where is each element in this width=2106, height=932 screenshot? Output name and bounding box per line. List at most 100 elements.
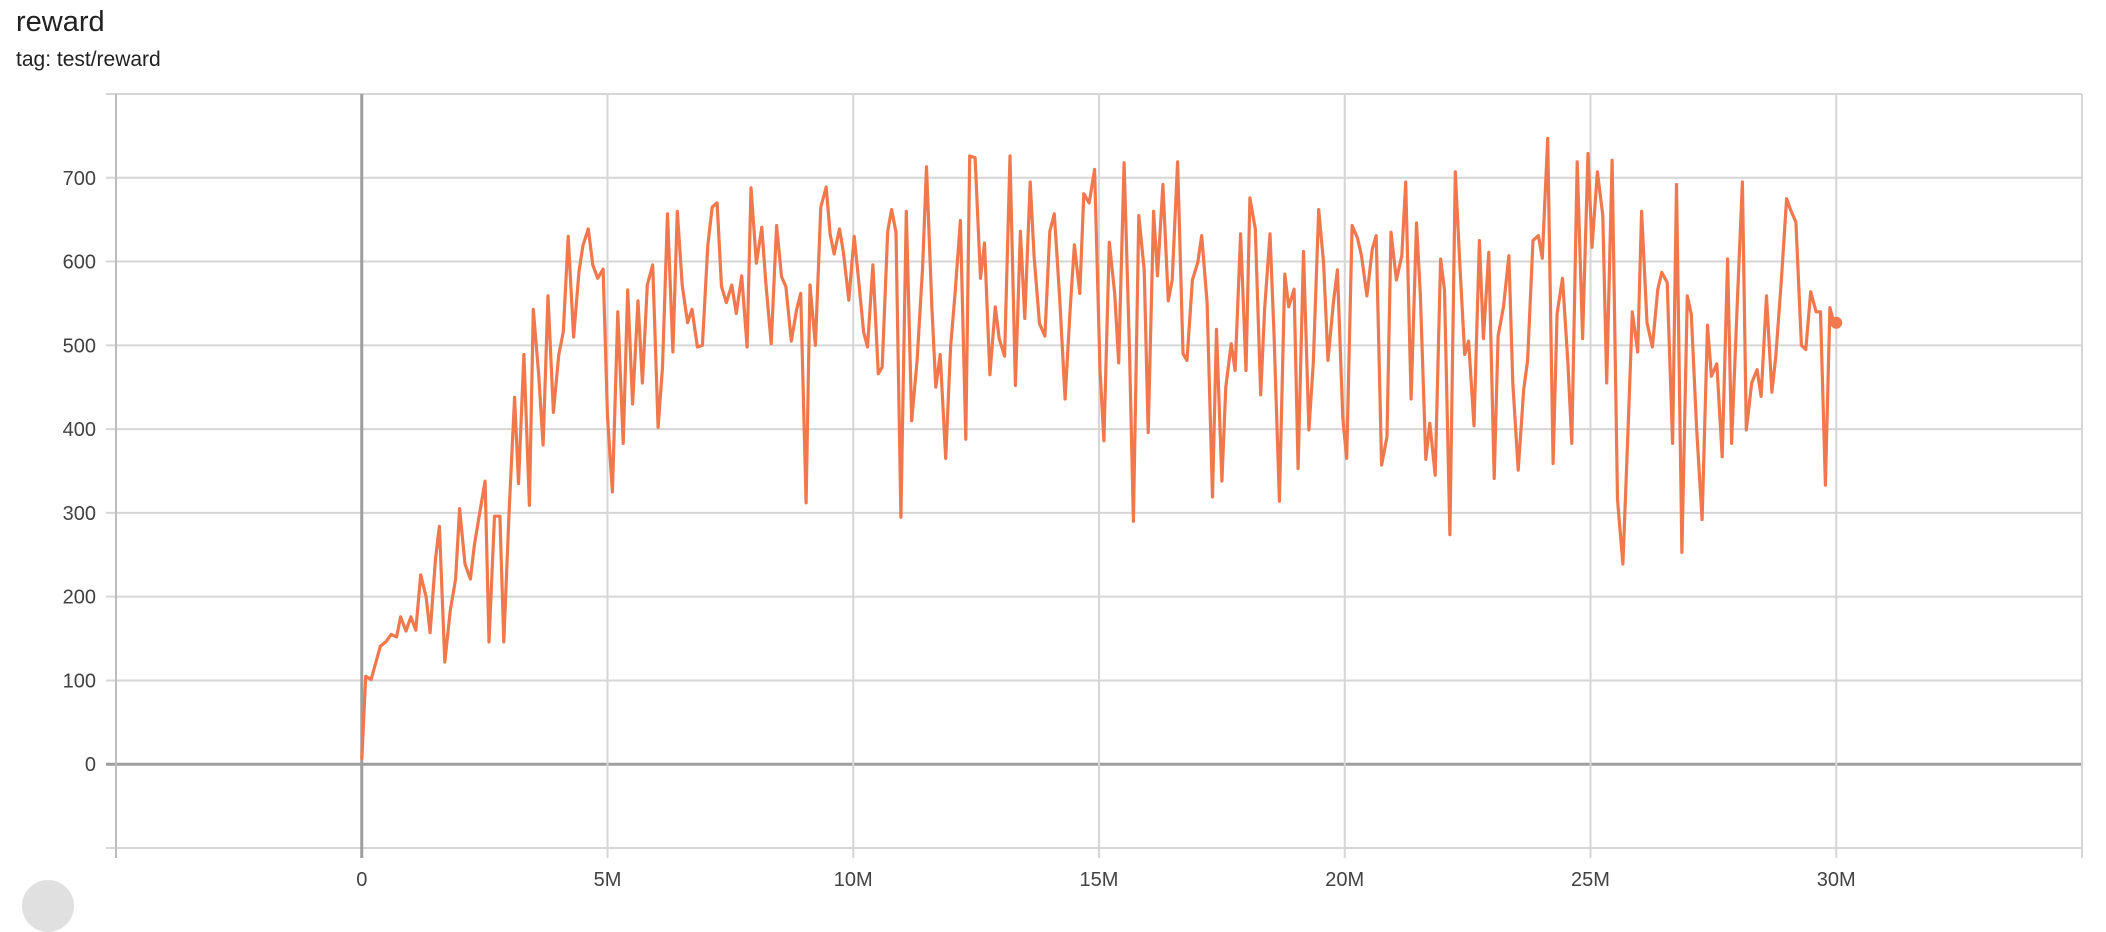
data-point [414, 628, 418, 632]
data-point [1032, 255, 1036, 258]
data-point [1566, 361, 1570, 365]
chart-tag: tag: test/reward [16, 48, 161, 71]
data-point [1745, 428, 1748, 432]
data-point [921, 266, 924, 269]
data-point [1526, 359, 1529, 362]
data-point [1230, 342, 1233, 345]
fit-domain-button[interactable] [22, 880, 74, 932]
x-tick-label: 30M [1817, 869, 1856, 891]
data-point [1205, 301, 1209, 304]
data-point [1341, 417, 1344, 420]
data-point [842, 251, 845, 254]
data-point [925, 165, 928, 169]
y-tick-label: 0 [85, 754, 96, 776]
data-point [1531, 239, 1535, 242]
data-point [735, 312, 738, 315]
data-point [749, 186, 753, 190]
data-point [1721, 455, 1724, 458]
data-point [424, 595, 428, 598]
data-point [596, 277, 599, 280]
data-point [651, 263, 654, 267]
data-point [1003, 355, 1006, 358]
data-point [384, 640, 388, 644]
data-point [1196, 261, 1199, 264]
data-point [1371, 247, 1374, 251]
data-point [473, 544, 476, 547]
data-point [1492, 477, 1496, 480]
data-point [1570, 442, 1574, 445]
data-point [1272, 332, 1276, 335]
data-point [1581, 337, 1584, 340]
data-point [513, 396, 516, 399]
data-point [1244, 369, 1248, 372]
data-point [1454, 170, 1457, 174]
y-tick-label: 400 [63, 419, 96, 441]
data-point [1517, 468, 1520, 472]
data-point [1332, 301, 1335, 304]
data-point [1671, 442, 1674, 445]
data-point [1656, 288, 1660, 291]
data-point [469, 577, 472, 581]
data-point [1113, 292, 1116, 295]
data-point [1610, 158, 1614, 162]
data-point [641, 381, 644, 385]
data-point [502, 640, 505, 644]
data-point [1636, 350, 1639, 354]
data-point [1023, 317, 1026, 320]
data-point [591, 263, 594, 267]
data-point [905, 210, 908, 213]
data-point [487, 640, 491, 644]
data-point [1660, 271, 1663, 274]
data-point [1128, 349, 1131, 352]
data-point [894, 231, 898, 234]
data-point [443, 660, 447, 664]
x-axis-ticks: 0 5M 10M 15M 20M 25M 30M [356, 869, 1856, 891]
data-point [552, 411, 555, 414]
data-point [755, 262, 758, 265]
data-point [1233, 369, 1237, 372]
data-point [1122, 161, 1126, 164]
x-tick-label: 20M [1325, 869, 1364, 891]
data-point [1730, 442, 1733, 445]
data-point [847, 298, 851, 302]
data-point [537, 373, 540, 376]
data-point [1467, 339, 1470, 343]
data-point [1263, 308, 1266, 311]
data-point [1576, 160, 1579, 164]
data-point [1211, 495, 1214, 499]
data-point [528, 504, 531, 507]
data-point [1785, 197, 1788, 200]
data-point [390, 633, 393, 636]
data-point [1824, 484, 1827, 487]
data-point [622, 442, 625, 445]
data-point [1326, 359, 1330, 362]
data-point [1631, 310, 1634, 314]
data-point [1063, 397, 1067, 401]
data-point [1759, 395, 1763, 398]
grid [106, 93, 2083, 858]
data-point [1014, 384, 1017, 387]
data-point [838, 227, 841, 231]
data-point [1809, 290, 1812, 293]
data-point [1200, 234, 1203, 237]
y-tick-label: 200 [63, 587, 96, 609]
data-point [819, 205, 823, 209]
data-point [690, 308, 694, 311]
data-point [404, 629, 408, 633]
data-point [973, 156, 977, 159]
data-point [631, 402, 634, 406]
data-point [825, 185, 828, 189]
data-point [1706, 324, 1709, 327]
data-point [541, 443, 545, 447]
data-point [522, 353, 526, 356]
data-point [1419, 294, 1422, 298]
data-point [1472, 424, 1476, 427]
data-point [988, 373, 992, 376]
data-point [1345, 457, 1348, 460]
data-point [795, 308, 798, 311]
data-point [1800, 344, 1803, 347]
data-point [994, 305, 997, 308]
data-point [1690, 313, 1693, 316]
data-point [1191, 278, 1194, 282]
data-point [804, 501, 808, 505]
